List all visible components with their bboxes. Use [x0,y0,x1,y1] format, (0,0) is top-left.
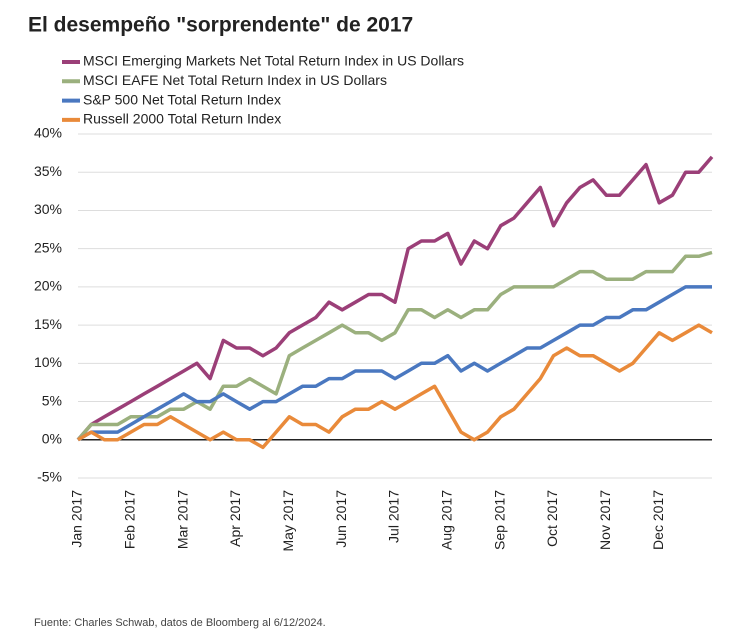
y-tick-label: -5% [37,469,62,485]
y-tick-label: 40% [34,125,62,141]
x-tick-label: Aug 2017 [439,490,455,550]
x-tick-label: Sep 2017 [491,490,507,550]
source-note: Fuente: Charles Schwab, datos de Bloombe… [34,617,326,629]
x-tick-label: Mar 2017 [174,490,190,549]
x-tick-label: Jun 2017 [333,490,349,548]
series-line [76,155,714,441]
x-tick-label: Jul 2017 [386,490,402,543]
y-tick-label: 35% [34,163,62,179]
legend-label: MSCI Emerging Markets Net Total Return I… [83,53,464,69]
y-tick-label: 5% [42,392,62,408]
x-tick-label: Nov 2017 [597,490,613,550]
x-tick-label: Dec 2017 [650,490,666,550]
y-tick-label: 20% [34,278,62,294]
legend-label: Russell 2000 Total Return Index [83,111,281,127]
y-tick-label: 10% [34,354,62,370]
y-tick-label: 25% [34,239,62,255]
x-tick-label: Oct 2017 [544,490,560,547]
series-line [77,285,712,442]
legend-label: MSCI EAFE Net Total Return Index in US D… [83,72,387,88]
x-tick-label: May 2017 [280,490,296,552]
y-tick-label: 15% [34,316,62,332]
x-tick-label: Jan 2017 [69,490,85,548]
series-line [77,323,713,450]
chart-title: El desempeño "sorprendente" de 2017 [28,14,413,37]
y-tick-label: 30% [34,201,62,217]
legend-label: S&P 500 Net Total Return Index [83,91,281,107]
x-tick-label: Feb 2017 [122,490,138,549]
x-tick-label: Apr 2017 [227,490,243,547]
y-tick-label: 0% [42,430,62,446]
series-line [76,250,713,441]
